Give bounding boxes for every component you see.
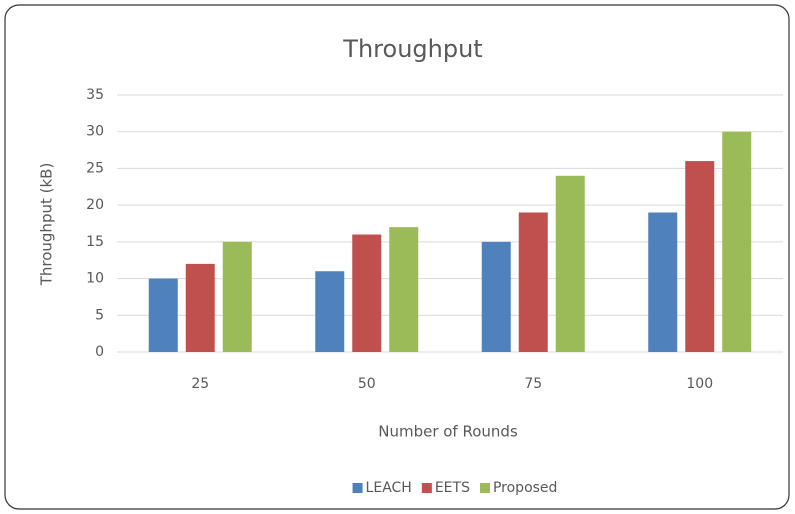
bar (148, 278, 178, 352)
y-tick-label: 15 (86, 234, 104, 250)
legend-label: LEACH (366, 480, 412, 496)
bar (648, 212, 678, 352)
y-tick-label: 5 (95, 307, 104, 323)
bar (185, 263, 215, 352)
y-axis-label: Throughput (kB) (38, 163, 56, 287)
x-tick-label: 50 (358, 376, 376, 392)
y-tick-label: 35 (86, 87, 104, 103)
legend-swatch (479, 483, 490, 493)
x-axis-label: Number of Rounds (378, 423, 518, 441)
x-tick-label: 100 (686, 376, 713, 392)
bar (685, 161, 715, 352)
bar (481, 241, 511, 352)
bar (555, 175, 585, 352)
y-tick-label: 10 (86, 271, 104, 287)
legend-label: Proposed (493, 480, 557, 496)
x-tick-label: 25 (191, 376, 209, 392)
legend-swatch (421, 483, 432, 493)
bar (518, 212, 548, 352)
chart-title: Throughput (342, 35, 482, 63)
bar (315, 271, 345, 352)
legend-swatch (352, 483, 363, 493)
y-tick-label: 20 (86, 197, 104, 213)
bar (222, 241, 252, 352)
legend-label: EETS (435, 480, 470, 496)
y-tick-label: 25 (86, 160, 104, 176)
x-tick-label: 75 (524, 376, 542, 392)
y-tick-label: 0 (95, 344, 104, 360)
bar (722, 131, 752, 352)
bar (352, 234, 382, 352)
bar (389, 227, 419, 352)
y-tick-label: 30 (86, 124, 104, 140)
